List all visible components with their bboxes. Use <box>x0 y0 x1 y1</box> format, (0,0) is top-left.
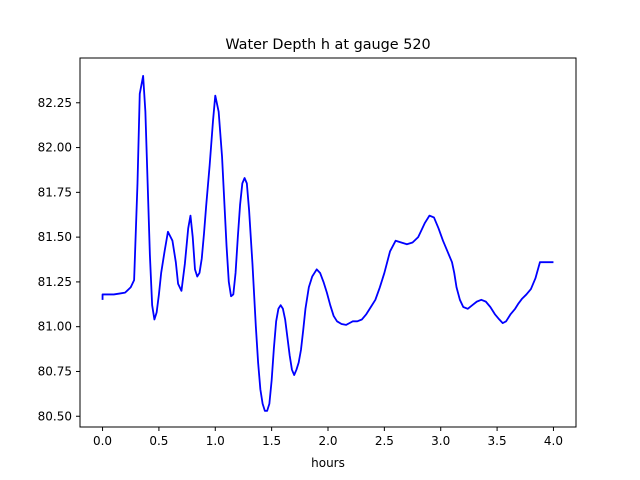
x-tick-label: 1.5 <box>262 434 281 448</box>
x-tick-label: 3.5 <box>488 434 507 448</box>
x-tick-label: 1.0 <box>206 434 225 448</box>
x-tick-label: 2.5 <box>375 434 394 448</box>
x-tick-label: 0.5 <box>149 434 168 448</box>
y-tick-label: 80.75 <box>38 364 72 378</box>
y-tick-label: 80.50 <box>38 409 72 423</box>
y-tick-label: 81.00 <box>38 320 72 334</box>
y-tick-label: 81.50 <box>38 230 72 244</box>
x-tick-label: 3.0 <box>431 434 450 448</box>
x-axis-label: hours <box>311 456 345 470</box>
y-tick-label: 81.75 <box>38 185 72 199</box>
y-tick-label: 82.25 <box>38 96 72 110</box>
series-line-0 <box>101 75 554 412</box>
x-tick-label: 4.0 <box>544 434 563 448</box>
y-tick-label: 82.00 <box>38 141 72 155</box>
y-tick-label: 81.25 <box>38 275 72 289</box>
plot-area <box>101 75 554 412</box>
y-axis: 80.50 80.75 81.00 81.25 81.50 81.75 82.00 82.25 <box>38 96 80 423</box>
x-axis: 0.0 0.5 1.0 1.5 2.0 2.5 3.0 3.5 4.0 <box>93 427 563 448</box>
chart-title: Water Depth h at gauge 520 <box>225 37 430 53</box>
x-tick-label: 0.0 <box>93 434 112 448</box>
x-tick-label: 2.0 <box>318 434 337 448</box>
